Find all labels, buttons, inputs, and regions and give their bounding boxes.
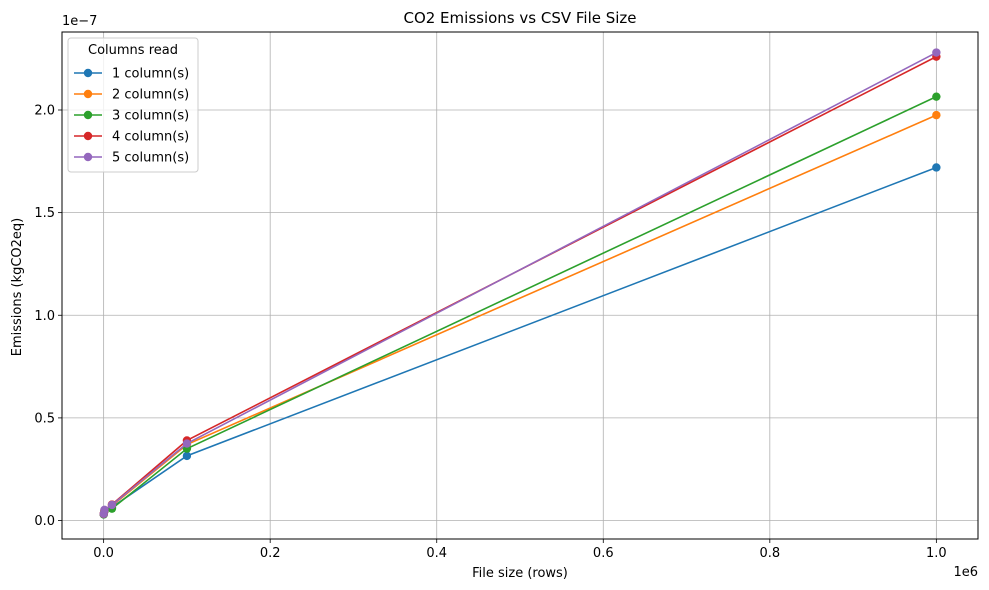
y-tick-label: 0.5 bbox=[34, 411, 55, 426]
x-tick-label: 0.2 bbox=[260, 546, 281, 561]
data-point bbox=[932, 110, 941, 120]
series-5 bbox=[99, 48, 941, 518]
data-point bbox=[182, 439, 192, 448]
x-tick-label: 0.6 bbox=[593, 546, 614, 561]
legend-swatch-marker bbox=[83, 89, 93, 99]
y-tick-label: 1.5 bbox=[34, 206, 55, 221]
legend: Columns read 1 column(s) 2 column(s) 3 colu… bbox=[67, 37, 199, 173]
series-3 bbox=[99, 92, 941, 519]
y-tick-label: 0.0 bbox=[34, 514, 55, 529]
series-line bbox=[102, 114, 937, 515]
legend-swatch-marker bbox=[83, 68, 93, 78]
data-point bbox=[932, 48, 941, 57]
series-layer bbox=[99, 48, 941, 519]
series-4 bbox=[99, 52, 941, 519]
plot-frame bbox=[61, 31, 979, 540]
x-tick-label: 1.0 bbox=[926, 546, 947, 561]
grid-layer bbox=[62, 32, 978, 539]
tick-layer: 0.0 0.2 0.4 0.6 0.8 1.0 0.0 0.5 1.0 1.5 2.0 bbox=[34, 104, 946, 562]
legend-swatch-marker bbox=[83, 131, 93, 141]
data-point bbox=[182, 451, 192, 461]
y-axis-label: Emissions (kgCO2eq) bbox=[10, 218, 25, 357]
data-point bbox=[932, 163, 941, 172]
chart-title: CO2 Emissions vs CSV File Size bbox=[403, 9, 636, 27]
data-point bbox=[100, 505, 109, 515]
data-point bbox=[932, 92, 941, 101]
x-tick-label: 0.4 bbox=[426, 546, 447, 561]
legend-box bbox=[67, 37, 199, 173]
y-tick-label: 2.0 bbox=[34, 104, 55, 119]
y-tick-label: 1.0 bbox=[34, 309, 55, 324]
series-line bbox=[102, 166, 937, 515]
legend-item-label: 1 column(s) bbox=[112, 67, 189, 82]
legend-item-label: 3 column(s) bbox=[112, 109, 189, 124]
y-offset-label: 1e−7 bbox=[62, 14, 97, 29]
series-2 bbox=[99, 110, 941, 519]
series-line bbox=[102, 51, 937, 514]
x-tick-label: 0.8 bbox=[759, 546, 780, 561]
legend-item-label: 2 column(s) bbox=[112, 88, 189, 103]
legend-title: Columns read bbox=[88, 43, 178, 58]
data-point bbox=[107, 500, 117, 510]
series-1 bbox=[99, 163, 941, 519]
x-tick-label: 0.0 bbox=[93, 546, 114, 561]
legend-swatch-marker bbox=[83, 152, 93, 162]
x-axis-label: File size (rows) bbox=[472, 566, 568, 581]
legend-item-label: 5 column(s) bbox=[112, 151, 189, 166]
legend-item-label: 4 column(s) bbox=[112, 130, 189, 145]
legend-swatch-marker bbox=[83, 110, 93, 120]
series-line bbox=[102, 95, 937, 515]
x-offset-label: 1e6 bbox=[953, 565, 978, 580]
series-line bbox=[102, 55, 937, 515]
